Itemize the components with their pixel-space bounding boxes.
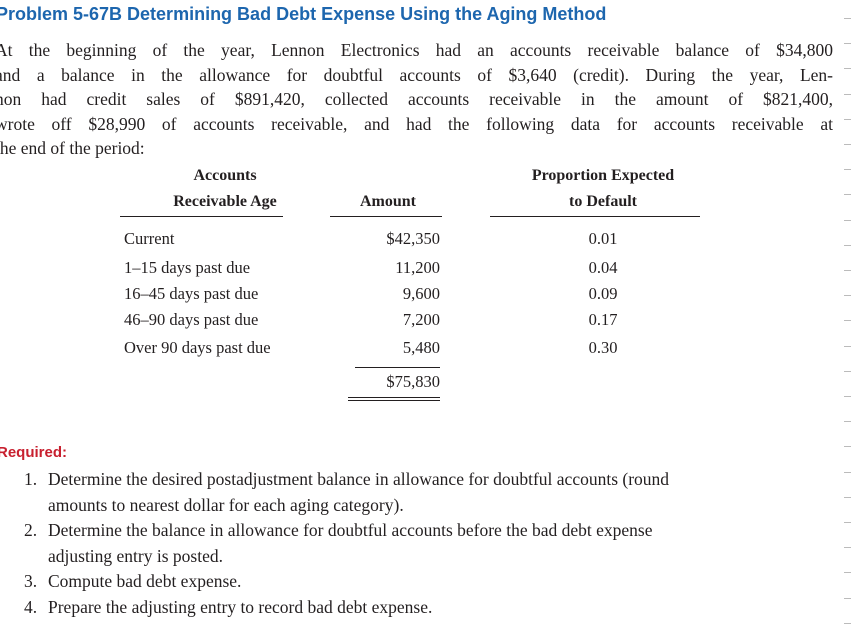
title: Problem 5-67B Determining Bad Debt Expen… (0, 4, 607, 24)
item-number: 1. (24, 469, 38, 489)
table-header: Receivable Age (173, 193, 277, 210)
table-header: Amount (359, 193, 416, 210)
amount: 5,480 (402, 338, 440, 357)
table-header: to Default (569, 193, 637, 210)
item-number: 2. (24, 520, 38, 540)
amount: $42,350 (386, 229, 440, 248)
header-rule (120, 216, 283, 217)
margin-mark (844, 622, 851, 624)
margin-mark (844, 597, 851, 599)
table-header: Proportion Expected (531, 167, 675, 184)
paragraph-line: At the beginning of the year, Lennon Ele… (0, 40, 833, 60)
row-label: 16–45 days past due (124, 284, 259, 303)
margin-mark (844, 270, 851, 271)
sum-rule (355, 367, 440, 368)
margin-mark (844, 68, 851, 70)
margin-mark (844, 522, 851, 523)
item-text: Determine the balance in allowance for d… (48, 520, 653, 540)
margin-mark (844, 345, 851, 347)
margin-mark (844, 320, 851, 322)
margin-mark (844, 396, 851, 397)
row-label: Over 90 days past due (124, 338, 271, 357)
paragraph-line: the end of the period: (0, 138, 145, 159)
item-text: amounts to nearest dollar for each aging… (48, 494, 404, 515)
row-label: 1–15 days past due (124, 258, 251, 277)
margin-mark (844, 370, 851, 372)
proportion: 0.01 (588, 229, 618, 248)
paragraph-line: and a balance in the allowance for doubt… (0, 64, 833, 85)
total-rule (348, 397, 440, 398)
paragraph-line: wrote off $28,990 of accounts receivable… (0, 113, 833, 134)
amount: 9,600 (402, 284, 440, 303)
margin-mark (844, 572, 851, 574)
margin-mark (844, 446, 851, 448)
margin-mark (844, 219, 851, 221)
item-text: Compute bad debt expense. (48, 571, 242, 591)
margin-mark (844, 144, 851, 145)
proportion: 0.30 (588, 338, 618, 357)
margin-mark (844, 496, 851, 498)
row-label: Current (124, 229, 175, 248)
margin-mark (844, 194, 851, 196)
margin-mark (844, 421, 851, 423)
proportion: 0.09 (588, 284, 618, 303)
item-number: 3. (24, 571, 38, 591)
proportion: 0.17 (588, 310, 618, 329)
paragraph-line: non had credit sales of $891,420, collec… (0, 89, 833, 110)
margin-mark (844, 18, 851, 19)
table-header: Accounts (193, 167, 257, 184)
header-rule (490, 216, 700, 217)
margin-mark (844, 547, 851, 549)
item-text: adjusting entry is posted. (48, 545, 223, 566)
item-text: Determine the desired postadjustment bal… (48, 469, 670, 489)
total-rule (348, 400, 440, 401)
margin-mark (844, 169, 851, 171)
item-number: 4. (24, 596, 38, 617)
item-text: Prepare the adjusting entry to record ba… (48, 596, 433, 617)
margin-mark (844, 93, 851, 95)
required-heading: Required: (0, 444, 68, 461)
amount: 11,200 (395, 258, 440, 277)
margin-mark (844, 118, 851, 120)
total: $75,830 (386, 372, 440, 391)
amount: 7,200 (402, 310, 440, 329)
proportion: 0.04 (588, 258, 618, 277)
margin-mark (844, 295, 851, 297)
margin-mark (844, 244, 851, 246)
row-label: 46–90 days past due (124, 310, 259, 329)
margin-mark (844, 43, 851, 45)
margin-mark (844, 471, 851, 473)
header-rule (330, 216, 442, 217)
